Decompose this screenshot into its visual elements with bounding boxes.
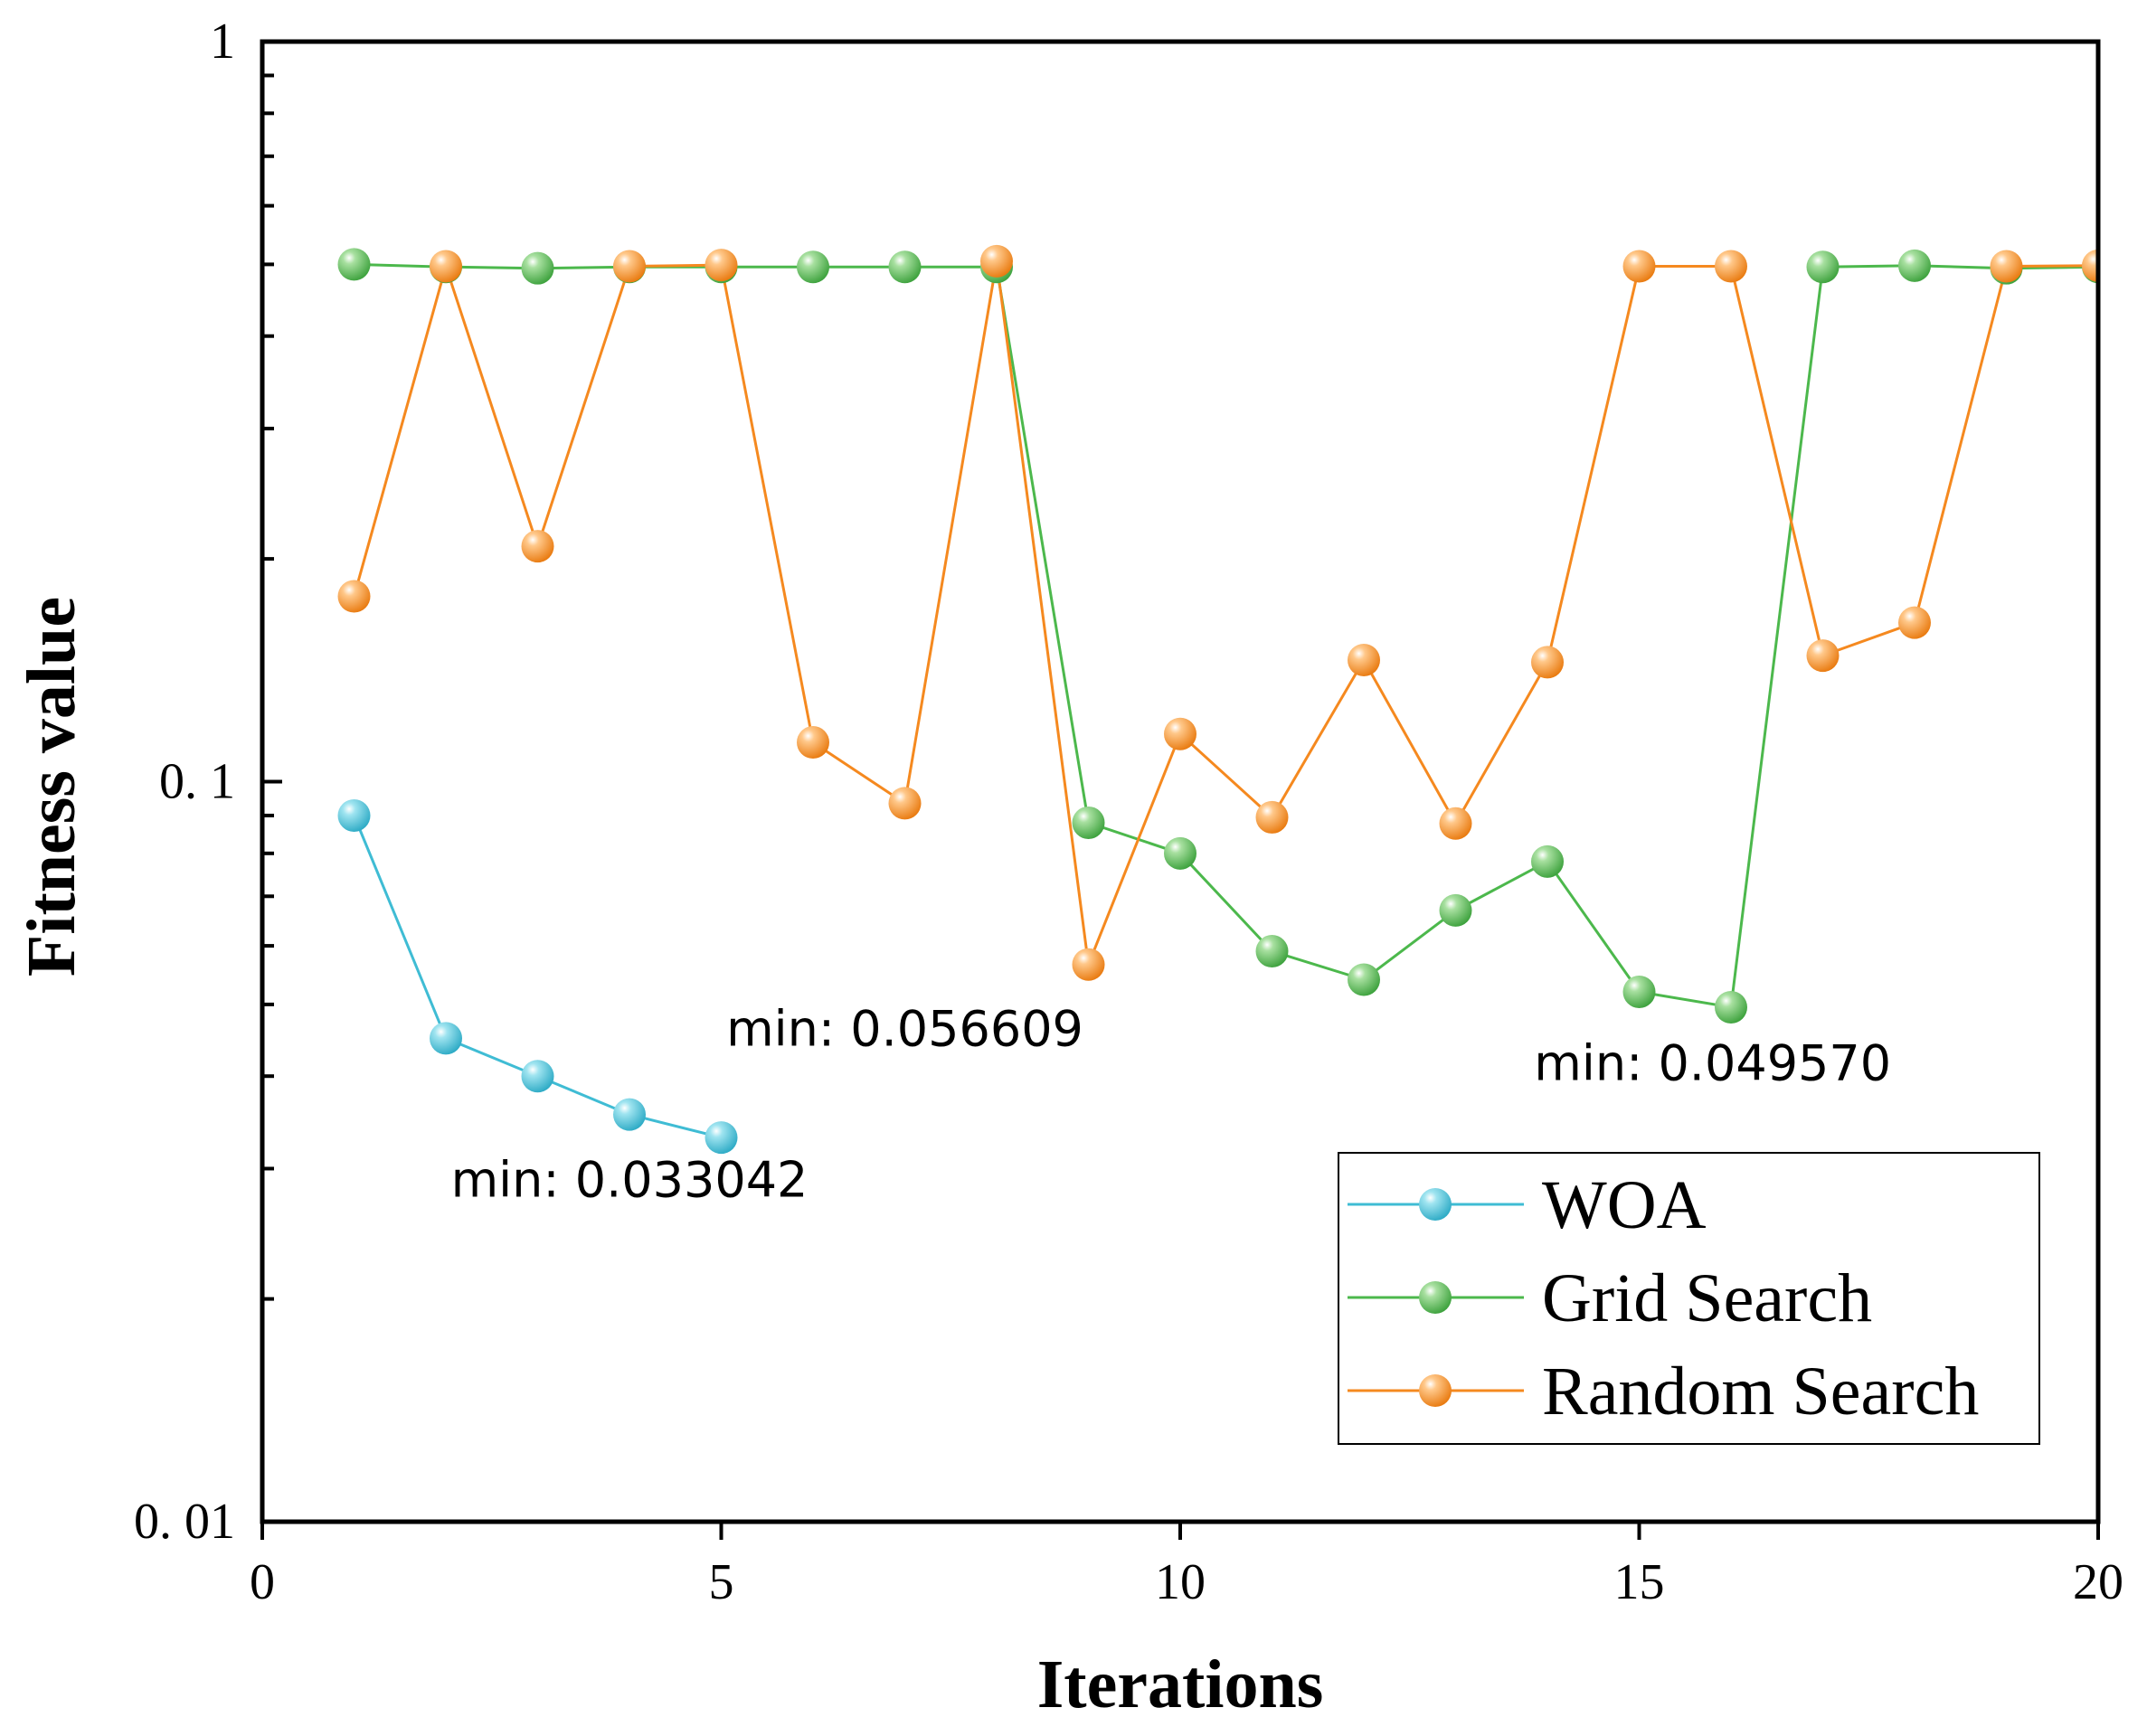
legend-marker-grid-search [1419,1281,1452,1314]
data-point-random-search [1715,250,1747,283]
y-tick-label: 0. 01 [134,1494,235,1550]
annotation-min-random-search: min: 0.056609 [726,1000,1083,1057]
legend-marker-random-search [1419,1374,1452,1407]
data-point-woa [613,1098,646,1131]
x-tick-label: 5 [709,1554,734,1610]
legend-label-woa: WOA [1542,1167,1707,1243]
x-tick-label: 20 [2073,1554,2123,1610]
annotation-min-grid-search: min: 0.049570 [1534,1035,1891,1092]
data-point-random-search [797,726,829,760]
data-point-random-search [1348,643,1380,676]
data-point-grid-search [1164,836,1196,870]
data-point-random-search [1531,646,1564,679]
data-point-grid-search [1255,935,1289,968]
data-point-random-search [1164,717,1196,750]
y-axis-title: Fitness value [14,597,90,976]
data-point-grid-search [1531,844,1564,878]
data-point-random-search [430,250,462,283]
data-point-random-search [337,580,371,613]
data-point-woa [337,798,371,832]
series-line-random-search [353,260,2098,970]
data-point-random-search [1622,250,1656,283]
data-point-grid-search [797,250,829,284]
data-point-grid-search [1898,249,1931,282]
data-point-random-search [705,249,738,282]
data-point-random-search [1072,948,1105,981]
annotation-min-woa: min: 0.033042 [451,1151,809,1208]
data-point-woa [705,1121,738,1155]
x-tick-label: 0 [250,1554,275,1610]
data-point-random-search [1806,639,1840,673]
data-point-woa [430,1022,462,1055]
data-point-woa [521,1060,554,1093]
legend-marker-woa [1419,1188,1452,1221]
y-tick-label: 1 [210,14,235,70]
data-point-random-search [980,244,1013,278]
data-point-grid-search [521,251,554,285]
axes-layer [260,39,2101,1540]
legend-label-grid-search: Grid Search [1542,1260,1872,1336]
data-point-random-search [1439,807,1472,840]
legend-label-random-search: Random Search [1542,1354,1979,1429]
x-tick-label: 10 [1155,1554,1206,1610]
data-point-random-search [613,250,646,283]
data-point-grid-search [1439,893,1472,927]
data-point-grid-search [1715,990,1747,1024]
x-axis-title: Iterations [1037,1646,1324,1722]
y-tick-label: 0. 1 [159,754,235,810]
data-point-grid-search [337,248,371,281]
data-point-random-search [521,530,554,563]
series-line-grid-search [354,262,2098,1009]
data-point-random-search [1990,250,2023,283]
data-point-grid-search [1072,806,1105,839]
data-point-grid-search [888,250,922,284]
data-point-grid-search [1348,963,1380,996]
legend: WOA Grid Search Random Search [1338,1152,2040,1445]
data-point-grid-search [1622,975,1656,1008]
x-tick-label: 15 [1614,1554,1665,1610]
series-layer [337,244,2098,1155]
data-point-random-search [1898,606,1931,639]
data-point-grid-search [1806,250,1840,284]
data-point-random-search [2082,249,2098,282]
data-point-random-search [888,787,922,820]
data-point-random-search [1255,800,1289,834]
